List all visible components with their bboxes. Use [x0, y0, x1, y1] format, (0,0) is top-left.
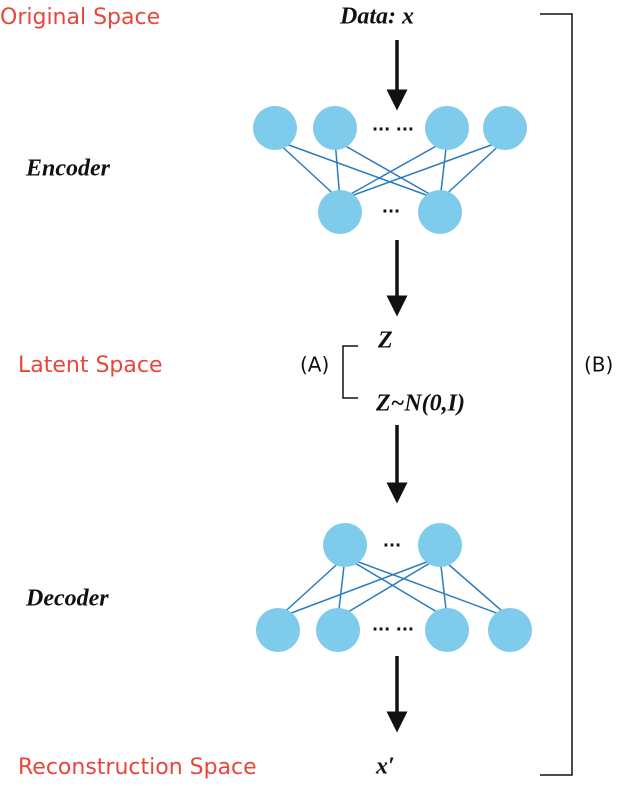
neuron — [483, 106, 527, 150]
neuron — [425, 608, 469, 652]
neuron — [316, 608, 360, 652]
edge — [277, 556, 346, 619]
neuron — [418, 190, 462, 234]
bracket — [540, 13, 573, 776]
ellipsis: ... ... — [372, 116, 414, 135]
edge — [344, 556, 511, 619]
neuron — [425, 106, 469, 150]
symbol: x′ — [375, 754, 395, 780]
edge — [439, 139, 506, 201]
network-nodes — [253, 106, 532, 652]
symbol: Z~N(0,I) — [375, 391, 465, 417]
edge — [337, 556, 346, 619]
bracket-label: (B) — [584, 353, 613, 377]
neuron — [313, 106, 357, 150]
ellipsis: ... ... — [372, 616, 414, 635]
ellipsis: ... — [382, 198, 400, 217]
bracket — [342, 345, 358, 399]
edge — [274, 139, 341, 201]
edge — [439, 556, 511, 619]
neuron — [318, 190, 362, 234]
neuron — [488, 608, 532, 652]
edge — [334, 139, 341, 201]
network-edges — [274, 139, 511, 619]
edge — [334, 139, 441, 201]
neuron — [418, 523, 462, 567]
space-label: Original Space — [0, 5, 160, 30]
neuron — [253, 106, 297, 150]
edge — [274, 139, 441, 201]
neuron — [323, 523, 367, 567]
stage-label: Decoder — [25, 586, 109, 612]
symbol: Z — [377, 328, 393, 354]
bracket-label: (A) — [300, 353, 329, 377]
space-label: Reconstruction Space — [18, 755, 257, 780]
edge — [439, 139, 448, 201]
edge — [344, 556, 448, 619]
edge — [339, 139, 448, 201]
edge — [439, 556, 448, 619]
space-label: Latent Space — [18, 353, 163, 378]
edge — [337, 556, 441, 619]
neuron — [256, 608, 300, 652]
symbol: Data: x — [339, 4, 414, 30]
edge — [277, 556, 441, 619]
edge — [339, 139, 506, 201]
stage-label: Encoder — [25, 156, 111, 182]
ellipsis: ... — [383, 532, 401, 551]
